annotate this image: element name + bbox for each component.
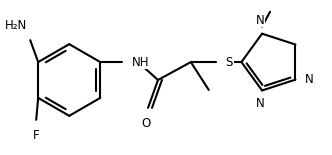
Text: F: F xyxy=(33,129,40,142)
Text: H₂N: H₂N xyxy=(5,19,27,32)
Text: S: S xyxy=(226,56,233,69)
Text: N: N xyxy=(256,14,265,27)
Text: O: O xyxy=(141,117,151,130)
Text: N: N xyxy=(256,97,265,111)
Text: NH: NH xyxy=(132,56,150,69)
Text: N: N xyxy=(304,73,313,86)
